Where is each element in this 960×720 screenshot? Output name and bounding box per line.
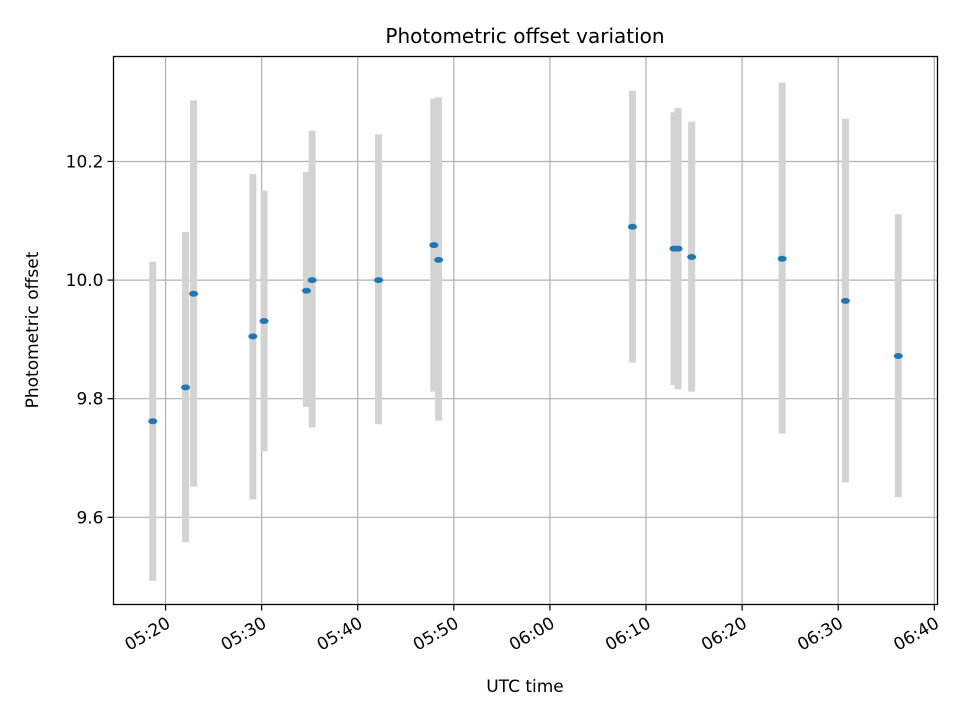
data-point	[189, 290, 199, 297]
data-point-layer	[148, 223, 903, 425]
data-point	[434, 256, 444, 263]
data-point	[840, 297, 850, 304]
data-point	[181, 384, 191, 391]
data-point	[429, 242, 439, 249]
data-point	[673, 245, 683, 252]
plot-area-frame	[112, 55, 939, 606]
data-point	[307, 277, 317, 284]
y-tick-label: 10.2	[66, 152, 104, 172]
y-tick-label: 9.6	[76, 508, 103, 528]
y-tick-label: 9.8	[76, 390, 103, 410]
data-point	[893, 353, 903, 360]
data-point	[259, 318, 269, 325]
chart-title: Photometric offset variation	[385, 24, 664, 48]
data-point	[687, 253, 697, 260]
x-axis-label: UTC time	[486, 677, 564, 697]
data-point	[374, 277, 384, 284]
data-point	[148, 418, 158, 425]
data-point	[627, 223, 637, 230]
y-tick-label: 10.0	[66, 271, 104, 291]
data-point	[301, 287, 311, 294]
data-point	[248, 333, 258, 340]
data-point	[777, 255, 787, 262]
y-axis-label: Photometric offset	[23, 251, 43, 408]
